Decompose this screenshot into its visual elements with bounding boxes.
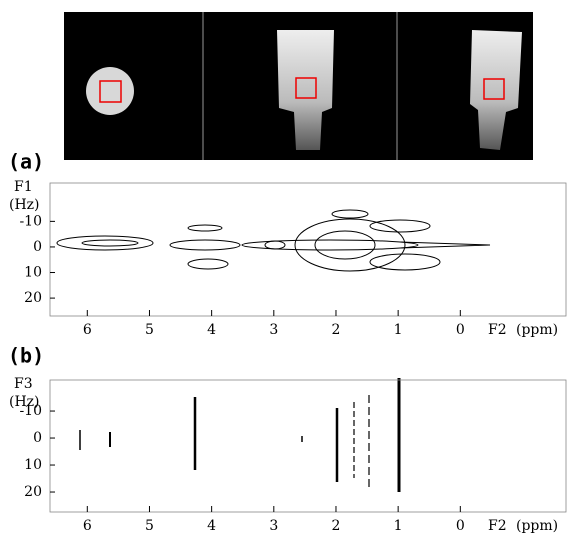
x-axis-label: F2 — [488, 322, 507, 338]
x-tick-label: 5 — [145, 518, 154, 534]
contour — [399, 241, 491, 249]
y-tick-label: 20 — [24, 290, 42, 306]
y-tick-label: 10 — [24, 457, 42, 473]
y-tick-label: -10 — [19, 213, 42, 229]
mri-images — [64, 12, 533, 160]
contour — [169, 239, 241, 251]
panel-label: (a) — [8, 150, 44, 174]
x-tick-label: 0 — [456, 518, 465, 534]
voxel — [483, 78, 505, 100]
y-axis-label: F1 — [14, 179, 33, 195]
y-axis-unit: (Hz) — [9, 394, 40, 410]
x-tick-label: 6 — [83, 518, 92, 534]
y-tick-label: 20 — [24, 484, 42, 500]
contour — [241, 239, 419, 251]
x-tick-label: 2 — [332, 518, 341, 534]
x-tick-label: 3 — [269, 518, 278, 534]
x-axis-unit: (ppm) — [516, 518, 558, 534]
panel-label: (b) — [8, 344, 44, 368]
x-tick-label: 1 — [394, 322, 403, 338]
contour — [369, 219, 431, 233]
sample-sagittal — [277, 30, 334, 150]
contour — [187, 258, 229, 270]
y-tick-label: 10 — [24, 265, 42, 281]
x-tick-label: 4 — [207, 518, 216, 534]
y-axis-unit: (Hz) — [9, 197, 40, 213]
x-axis-unit: (ppm) — [516, 322, 558, 338]
y-tick-label: 0 — [33, 430, 42, 446]
contour — [314, 230, 376, 260]
contour — [56, 235, 154, 251]
sample-coronal — [470, 30, 522, 150]
x-tick-label: 3 — [269, 322, 278, 338]
y-tick-label: -10 — [19, 403, 42, 419]
contour — [187, 224, 223, 232]
x-tick-label: 1 — [394, 518, 403, 534]
contour — [264, 240, 286, 250]
contours-a — [56, 209, 491, 272]
x-axis-label: F2 — [488, 518, 507, 534]
x-tick-label: 5 — [145, 322, 154, 338]
x-tick-label: 0 — [456, 322, 465, 338]
plot-frame — [49, 182, 567, 317]
x-tick-label: 6 — [83, 322, 92, 338]
peaks-b — [79, 378, 401, 492]
y-axis-label: F3 — [14, 376, 33, 392]
voxel — [295, 77, 317, 99]
x-tick-label: 4 — [207, 322, 216, 338]
contour — [294, 218, 406, 272]
contour — [331, 209, 369, 219]
y-tick-label: 0 — [33, 239, 42, 255]
x-tick-label: 2 — [332, 322, 341, 338]
sample-axial — [86, 67, 134, 115]
voxel — [99, 80, 122, 103]
contour — [81, 239, 139, 247]
plot-frame — [49, 379, 567, 513]
contour — [369, 253, 441, 271]
